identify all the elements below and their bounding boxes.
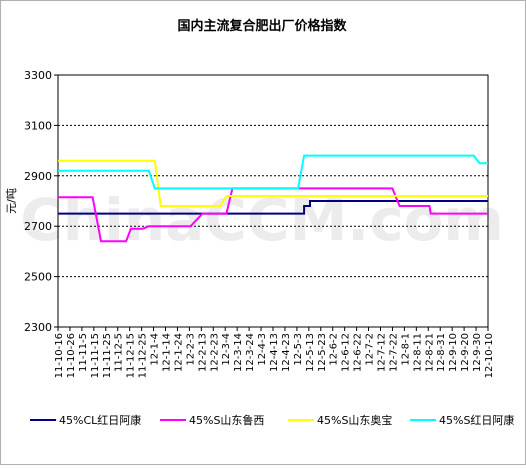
x-tick-label: 12-2-13 xyxy=(197,333,208,372)
x-tick-label: 12-9-20 xyxy=(460,333,471,372)
x-tick-label: 12-5-23 xyxy=(317,333,328,372)
x-tick-label: 12-3-14 xyxy=(233,333,244,372)
legend-label: 45%S山东奥宝 xyxy=(317,413,392,427)
series-lines xyxy=(58,154,488,243)
watermark: ChinaCCM.com xyxy=(20,186,504,254)
x-tick-label: 12-5-3 xyxy=(293,333,304,366)
series-line xyxy=(58,187,488,243)
series-line xyxy=(58,154,488,190)
x-tick-label: 11-11-5 xyxy=(78,333,89,372)
x-tick-label: 12-7-2 xyxy=(365,333,376,366)
y-tick-label: 3100 xyxy=(24,119,52,132)
x-tick-label: 11-10-16 xyxy=(54,333,65,378)
x-tick-label: 12-2-23 xyxy=(209,333,220,372)
x-tick-label: 12-8-31 xyxy=(436,333,447,372)
y-axis-label: 元/吨 xyxy=(5,188,18,214)
x-tick-label: 12-5-13 xyxy=(305,333,316,372)
y-tick-label: 2300 xyxy=(24,321,52,334)
legend-label: 45%S红日阿康 xyxy=(439,413,514,427)
legend-label: 45%CL红日阿康 xyxy=(59,413,141,427)
x-axis: 11-10-16 11-10-26 11-11-5 11-11-15 11-11-25 1… xyxy=(54,327,495,378)
x-tick-label: 12-7-22 xyxy=(388,333,399,372)
x-tick-label: 12-7-12 xyxy=(377,333,388,372)
x-tick-label: 12-1-14 xyxy=(162,333,173,372)
y-tick-label: 3300 xyxy=(24,69,52,82)
x-tick-label: 12-3-24 xyxy=(245,333,256,372)
x-tick-label: 12-4-13 xyxy=(269,333,280,372)
x-tick-label: 12-6-2 xyxy=(329,333,340,366)
x-tick-label: 11-12-25 xyxy=(138,333,149,378)
x-tick-label: 12-6-22 xyxy=(353,333,364,372)
x-tick-label: 12-10-10 xyxy=(484,333,495,378)
y-tick-label: 2500 xyxy=(24,271,52,284)
x-tick-label: 11-11-15 xyxy=(90,333,101,378)
x-tick-label: 12-8-1 xyxy=(400,333,411,366)
x-tick-label: 12-8-21 xyxy=(424,333,435,372)
x-tick-label: 11-11-25 xyxy=(102,333,113,378)
x-tick-label: 12-1-4 xyxy=(150,333,161,366)
x-tick-label: 12-6-12 xyxy=(341,333,352,372)
x-tick-label: 12-2-3 xyxy=(185,333,196,366)
y-tick-label: 2700 xyxy=(24,220,52,233)
y-axis: 2300 2500 2700 2900 3100 3300 xyxy=(24,69,58,334)
x-tick-label: 11-10-26 xyxy=(66,333,77,378)
y-tick-label: 2900 xyxy=(24,170,52,183)
x-tick-label: 11-12-5 xyxy=(114,333,125,372)
legend-label: 45%S山东鲁西 xyxy=(189,413,264,427)
x-tick-label: 12-3-4 xyxy=(221,333,232,366)
x-tick-label: 11-12-15 xyxy=(126,333,137,378)
series-line xyxy=(58,159,488,207)
x-tick-label: 12-8-11 xyxy=(412,333,423,372)
chart-title: 国内主流复合肥出厂价格指数 xyxy=(177,18,347,34)
x-tick-label: 12-4-3 xyxy=(257,333,268,366)
x-tick-label: 12-9-30 xyxy=(472,333,483,372)
x-tick-label: 12-4-23 xyxy=(281,333,292,372)
x-tick-label: 12-9-10 xyxy=(448,333,459,372)
x-tick-label: 12-1-24 xyxy=(173,333,184,372)
legend: 45%CL红日阿康 45%S山东鲁西 45%S山东奥宝 45%S红日阿康 xyxy=(30,413,514,427)
series-line xyxy=(58,200,488,215)
